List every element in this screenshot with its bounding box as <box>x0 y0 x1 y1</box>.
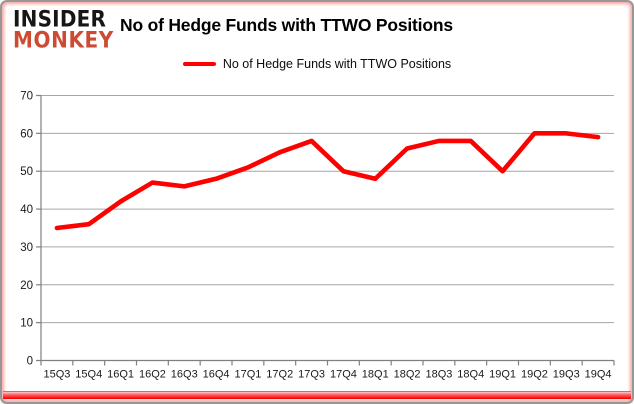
x-axis-label: 19Q3 <box>553 369 580 381</box>
x-axis-label: 16Q1 <box>107 369 134 381</box>
x-axis-label: 15Q3 <box>43 369 70 381</box>
legend-line-swatch <box>182 61 216 67</box>
bottom-accent-bar <box>3 391 631 399</box>
x-axis-label: 19Q1 <box>489 369 516 381</box>
x-axis-label: 17Q3 <box>298 369 325 381</box>
y-axis-label: 60 <box>20 128 33 140</box>
x-axis-label: 17Q4 <box>330 369 357 381</box>
y-axis-label: 10 <box>20 318 33 330</box>
x-axis-label: 17Q2 <box>266 369 293 381</box>
x-axis-label: 16Q4 <box>203 369 230 381</box>
x-axis-label: 18Q4 <box>457 369 484 381</box>
y-axis-label: 40 <box>20 204 33 216</box>
chart-title: No of Hedge Funds with TTWO Positions <box>120 15 453 35</box>
x-axis-label: 19Q4 <box>585 369 612 381</box>
y-axis-label: 20 <box>20 280 33 292</box>
x-axis-label: 16Q3 <box>171 369 198 381</box>
logo-text-monkey: MONKEY <box>13 26 114 54</box>
x-axis-label: 16Q2 <box>139 369 166 381</box>
insider-monkey-logo: INSIDER MONKEY <box>13 5 115 54</box>
series-line <box>54 131 601 231</box>
x-axis-label: 18Q2 <box>394 369 421 381</box>
x-axis-label: 19Q2 <box>521 369 548 381</box>
legend-label: No of Hedge Funds with TTWO Positions <box>222 57 452 71</box>
y-axis-label: 70 <box>20 91 33 103</box>
x-axis-label: 15Q4 <box>75 369 102 381</box>
x-axis-label: 18Q1 <box>362 369 389 381</box>
header: INSIDER MONKEY No of Hedge Funds with TT… <box>13 5 622 54</box>
y-axis-label: 0 <box>27 356 33 368</box>
y-axis-label: 30 <box>20 242 33 254</box>
y-axis-label: 50 <box>20 166 33 178</box>
x-axis-label: 18Q3 <box>425 369 452 381</box>
x-axis-label: 17Q1 <box>234 369 261 381</box>
legend: No of Hedge Funds with TTWO Positions <box>2 57 632 71</box>
logo-text-insider: INSIDER <box>13 5 107 33</box>
